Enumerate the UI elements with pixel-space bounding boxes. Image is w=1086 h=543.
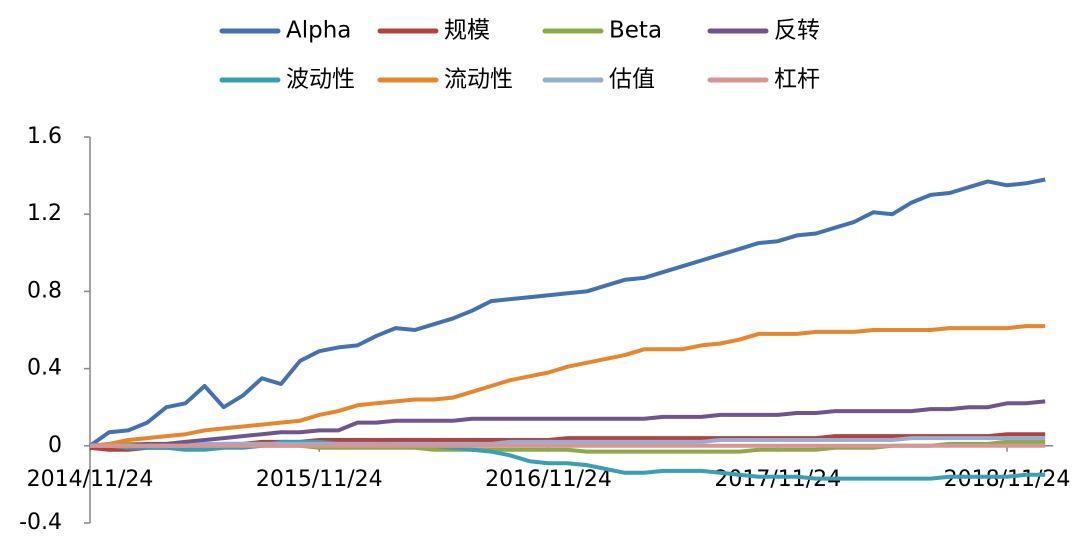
y-tick-label: 0 bbox=[48, 433, 62, 458]
x-tick-label: 2015/11/24 bbox=[256, 467, 383, 492]
x-tick-label: 2014/11/24 bbox=[27, 467, 154, 492]
legend-label: 杠杆 bbox=[774, 67, 820, 93]
x-tick-label: 2016/11/24 bbox=[485, 467, 612, 492]
legend-label: 流动性 bbox=[444, 67, 513, 93]
legend-label: Beta bbox=[609, 18, 662, 44]
x-tick-label: 2018/11/24 bbox=[944, 467, 1071, 492]
y-tick-label: 0.8 bbox=[27, 278, 62, 303]
legend-label: 波动性 bbox=[286, 67, 355, 93]
series-line bbox=[90, 399, 1046, 448]
legend-label: 反转 bbox=[774, 18, 820, 44]
y-tick-label: 1.2 bbox=[27, 201, 62, 226]
y-tick-label: -0.4 bbox=[19, 510, 62, 535]
legend-label: Alpha bbox=[286, 18, 351, 44]
series-line bbox=[88, 177, 1046, 448]
legend-label: 规模 bbox=[444, 18, 490, 44]
series-line bbox=[89, 324, 1046, 448]
legend-label: 估值 bbox=[609, 67, 655, 93]
y-tick-label: 1.6 bbox=[27, 124, 62, 149]
y-tick-label: 0.4 bbox=[27, 356, 62, 381]
